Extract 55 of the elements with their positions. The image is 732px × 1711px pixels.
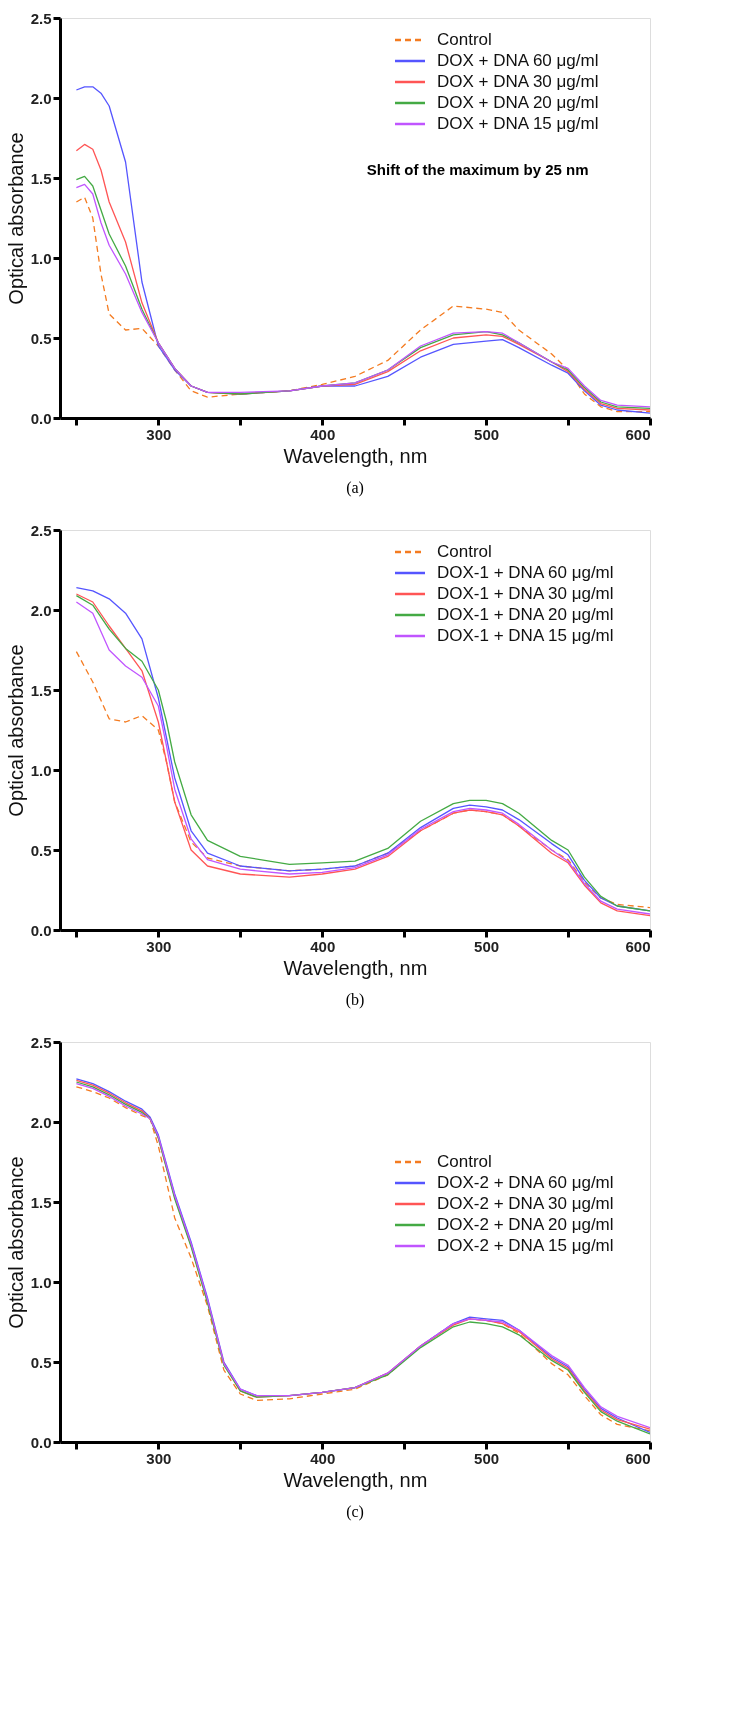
y-tick-label: 2.0 [30,89,52,107]
legend-label: Control [437,1152,492,1171]
y-tick-label: 0.5 [30,329,52,347]
legend-label: DOX-1 + DNA 15 μg/ml [437,626,614,645]
y-tick-label: 0.0 [30,921,52,939]
x-tick-label: 300 [146,425,172,443]
legend-label: DOX-2 + DNA 30 μg/ml [437,1194,614,1213]
y-tick-label: 2.5 [30,521,52,539]
x-tick-label: 400 [310,1449,336,1467]
x-tick-label: 400 [310,425,336,443]
legend-label: DOX + DNA 60 μg/ml [437,51,599,70]
legend-label: DOX-2 + DNA 15 μg/ml [437,1236,614,1255]
legend-label: DOX-1 + DNA 20 μg/ml [437,605,614,624]
legend-label: DOX + DNA 15 μg/ml [437,114,599,133]
x-tick-label: 300 [146,937,172,955]
x-tick-label: 500 [474,937,500,955]
y-axis-title: Optical absorbance [4,1156,27,1329]
y-tick-label: 0.5 [30,1353,52,1371]
x-axis-title: Wavelength, nm [283,1468,428,1491]
legend-label: DOX + DNA 30 μg/ml [437,72,599,91]
y-tick-label: 1.0 [30,249,52,267]
y-tick-label: 1.5 [30,169,52,187]
y-tick-label: 1.0 [30,761,52,779]
x-tick-label: 500 [474,1449,500,1467]
x-tick-label: 500 [474,425,500,443]
y-axis-title: Optical absorbance [4,644,27,817]
legend-label: Control [437,30,492,49]
y-tick-label: 2.5 [30,9,52,27]
legend-label: DOX-2 + DNA 20 μg/ml [437,1215,614,1234]
y-tick-label: 2.5 [30,1033,52,1051]
y-axis-title: Optical absorbance [4,132,27,305]
legend-label: DOX-1 + DNA 30 μg/ml [437,584,614,603]
y-tick-label: 2.0 [30,601,52,619]
text: (c) [346,1503,364,1521]
x-tick-label: 400 [310,937,336,955]
y-tick-label: 2.0 [30,1113,52,1131]
text: (a) [346,479,364,497]
legend-label: DOX + DNA 20 μg/ml [437,93,599,112]
y-tick-label: 1.5 [30,1193,52,1211]
y-tick-label: 1.5 [30,681,52,699]
x-tick-label: 600 [625,425,651,443]
y-tick-label: 0.0 [30,1433,52,1451]
text: (b) [345,991,365,1009]
legend-label: DOX-2 + DNA 60 μg/ml [437,1173,614,1192]
y-tick-label: 0.0 [30,409,52,427]
annotation: Shift of the maximum by 25 nm [366,161,589,178]
y-tick-label: 0.5 [30,841,52,859]
legend-label: Control [437,542,492,561]
y-tick-label: 1.0 [30,1273,52,1291]
x-axis-title: Wavelength, nm [283,444,428,467]
x-tick-label: 600 [625,937,651,955]
x-axis-title: Wavelength, nm [283,956,428,979]
x-tick-label: 600 [625,1449,651,1467]
legend-label: DOX-1 + DNA 60 μg/ml [437,563,614,582]
x-tick-label: 300 [146,1449,172,1467]
